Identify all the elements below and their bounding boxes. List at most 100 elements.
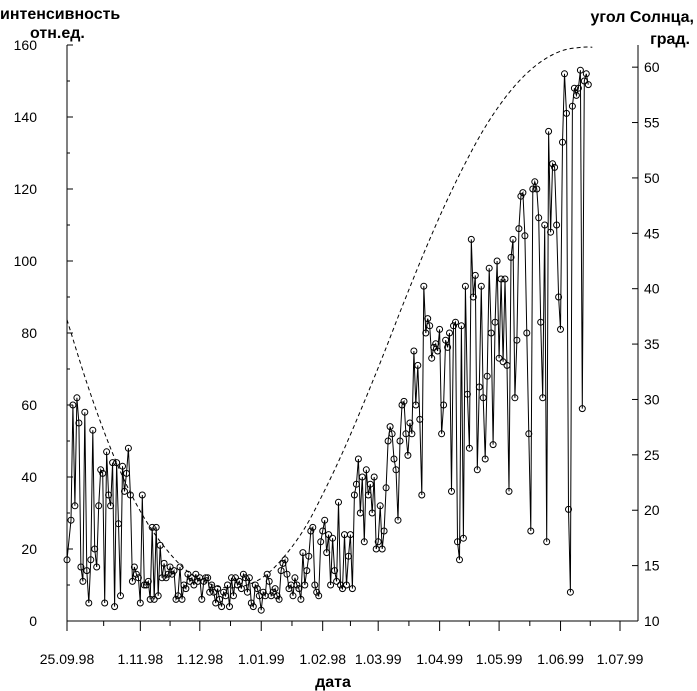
right-tick-label: 50 xyxy=(644,170,660,186)
intensity-point xyxy=(440,401,448,409)
x-tick-label: 25.09.98 xyxy=(40,651,95,667)
intensity-point xyxy=(380,527,388,535)
intensity-point xyxy=(103,448,111,456)
intensity-point xyxy=(551,163,559,171)
intensity-point xyxy=(493,257,501,265)
intensity-point xyxy=(234,581,241,589)
intensity-point xyxy=(130,563,138,571)
intensity-point xyxy=(557,325,564,333)
intensity-point xyxy=(117,592,124,600)
intensity-point xyxy=(563,109,570,117)
intensity-point xyxy=(529,185,537,193)
intensity-point xyxy=(140,581,148,589)
intensity-point xyxy=(164,570,172,578)
intensity-point xyxy=(176,563,184,571)
intensity-point xyxy=(343,581,350,589)
intensity-point xyxy=(448,487,455,495)
intensity-point xyxy=(107,502,115,510)
intensity-point xyxy=(291,574,299,582)
right-tick-label: 55 xyxy=(644,115,660,131)
intensity-point xyxy=(333,577,341,585)
intensity-point xyxy=(208,581,216,589)
intensity-point xyxy=(549,160,557,168)
intensity-point xyxy=(553,221,561,229)
intensity-point xyxy=(442,336,450,344)
intensity-point xyxy=(456,556,463,564)
intensity-point xyxy=(263,570,271,578)
intensity-point xyxy=(545,127,553,135)
intensity-point xyxy=(471,271,479,279)
intensity-point xyxy=(515,225,523,233)
intensity-point xyxy=(134,574,142,582)
intensity-point xyxy=(259,588,267,596)
intensity-point xyxy=(495,354,503,362)
intensity-point xyxy=(188,574,196,582)
intensity-point xyxy=(374,538,382,546)
intensity-point xyxy=(128,577,136,585)
intensity-point xyxy=(71,502,79,510)
left-tick-label: 20 xyxy=(21,541,37,557)
x-axis-title: дата xyxy=(315,674,351,691)
intensity-point xyxy=(396,437,404,445)
intensity-point xyxy=(406,419,414,427)
sun-angle-line xyxy=(66,46,593,589)
intensity-point xyxy=(170,567,178,575)
intensity-point xyxy=(537,318,545,326)
intensity-point xyxy=(350,491,358,499)
intensity-point xyxy=(346,531,354,539)
intensity-line xyxy=(66,70,589,611)
intensity-point xyxy=(327,581,335,589)
intensity-point xyxy=(360,538,368,546)
intensity-point xyxy=(138,491,146,499)
intensity-point xyxy=(501,275,509,283)
intensity-point xyxy=(329,534,337,542)
intensity-point xyxy=(186,577,194,585)
intensity-point xyxy=(63,556,71,564)
intensity-point xyxy=(277,567,285,575)
intensity-point xyxy=(444,343,452,351)
x-axis-ticks: 25.09.98 1.11.98 1.12.98 1.01.99 1.02.98 1.03… xyxy=(40,621,644,667)
x-tick-label: 1.05.99 xyxy=(476,651,523,667)
intensity-point xyxy=(150,595,158,603)
intensity-point xyxy=(216,595,224,603)
intensity-point xyxy=(473,466,481,474)
left-tick-label: 120 xyxy=(14,181,38,197)
intensity-point xyxy=(477,282,485,290)
intensity-point xyxy=(319,527,327,535)
intensity-point xyxy=(412,401,420,409)
left-axis-ticks: 0 20 40 60 80 100 120 140 160 xyxy=(14,37,73,629)
intensity-point xyxy=(392,466,400,474)
intensity-point xyxy=(285,585,293,593)
intensity-point xyxy=(354,455,362,463)
intensity-point xyxy=(253,585,261,593)
intensity-point xyxy=(531,178,539,186)
x-tick-label: 1.07.99 xyxy=(597,651,644,667)
x-tick-label: 1.11.98 xyxy=(118,651,164,667)
intensity-point xyxy=(214,585,222,593)
intensity-point xyxy=(561,70,568,78)
intensity-point xyxy=(535,214,543,222)
intensity-point xyxy=(218,603,226,611)
intensity-point xyxy=(525,430,533,438)
intensity-point xyxy=(426,322,434,330)
intensity-point xyxy=(452,318,459,326)
intensity-point xyxy=(230,592,237,600)
intensity-point xyxy=(559,138,566,146)
intensity-point xyxy=(436,325,444,333)
intensity-point xyxy=(325,531,333,539)
intensity-point xyxy=(505,487,513,495)
intensity-point xyxy=(430,343,438,351)
intensity-series xyxy=(63,66,592,614)
intensity-point xyxy=(582,70,590,78)
intensity-point xyxy=(547,228,555,236)
left-tick-label: 60 xyxy=(21,397,37,413)
intensity-point xyxy=(368,509,376,517)
intensity-point xyxy=(384,437,392,445)
intensity-point xyxy=(178,595,186,603)
intensity-point xyxy=(158,574,166,582)
intensity-point xyxy=(95,502,103,510)
right-tick-label: 20 xyxy=(644,502,660,518)
intensity-point xyxy=(212,599,220,607)
intensity-point xyxy=(467,235,475,243)
x-tick-label: 1.06.99 xyxy=(537,651,584,667)
